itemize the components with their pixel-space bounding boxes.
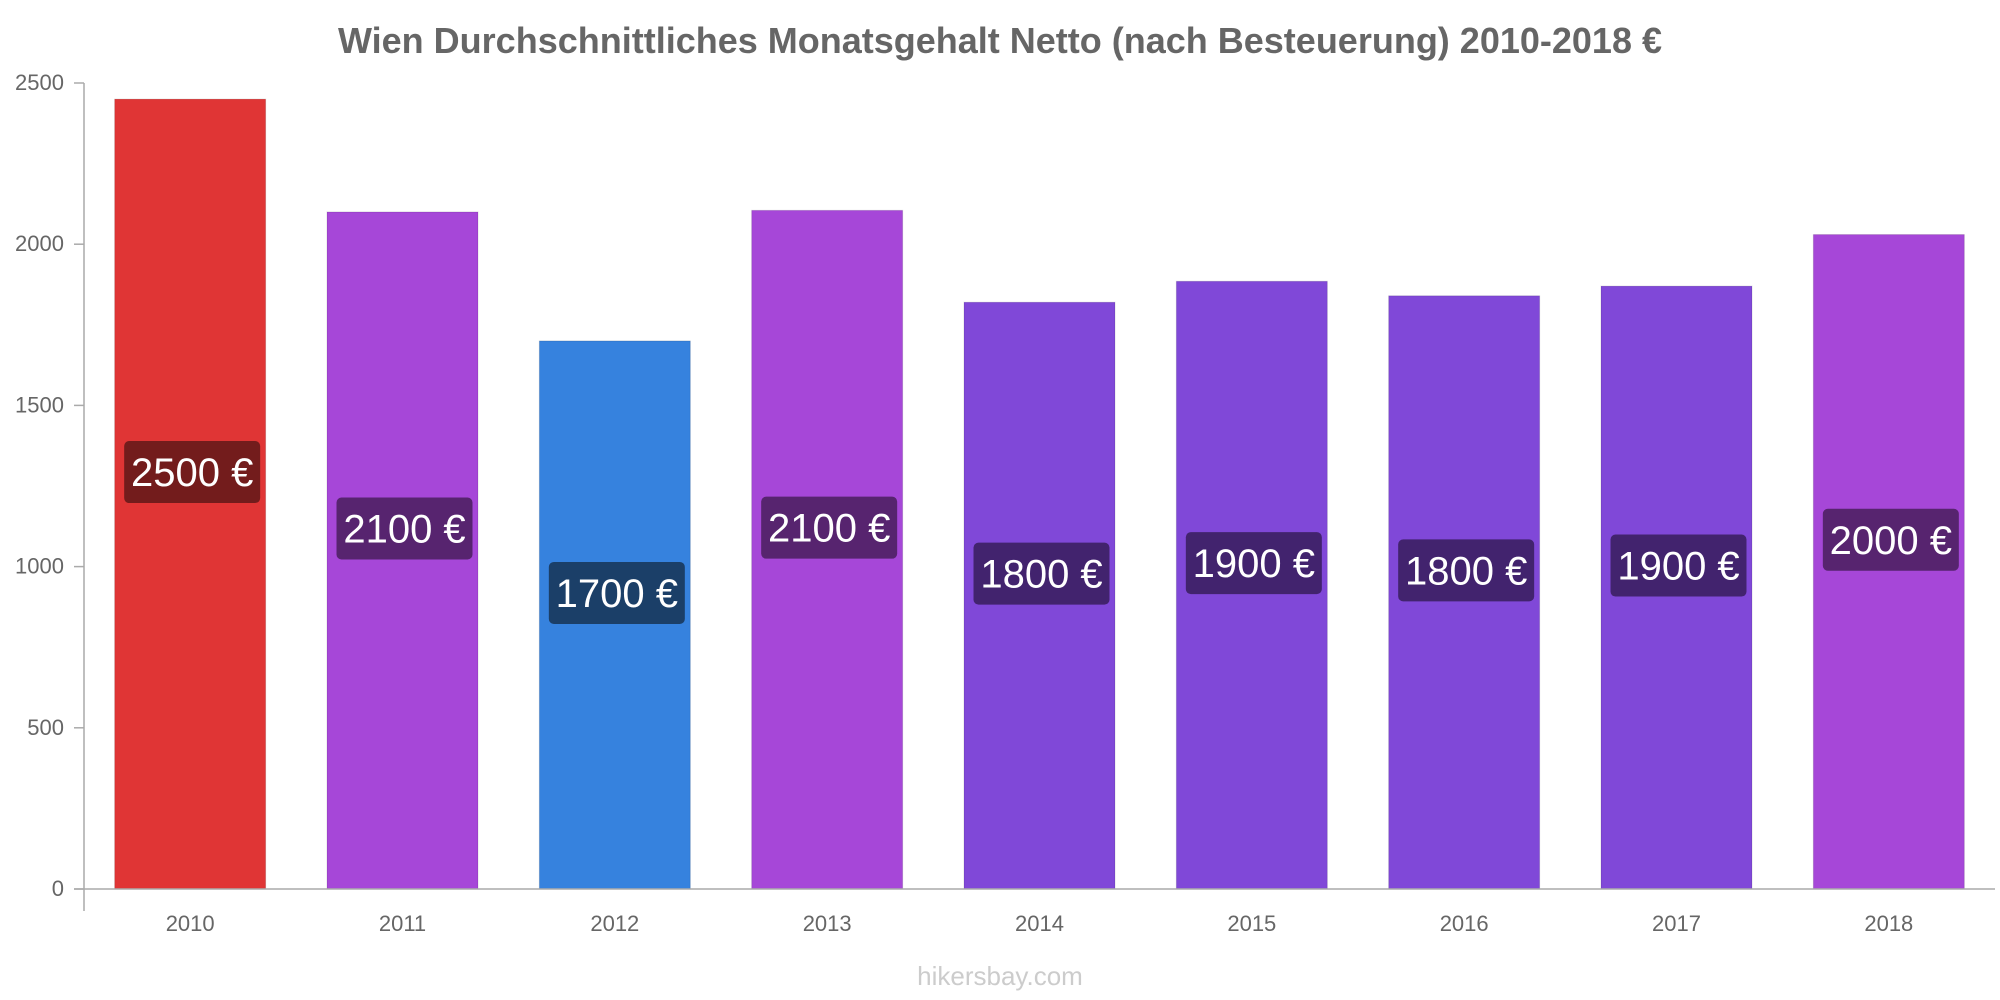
y-tick-label: 1500 — [15, 392, 64, 417]
x-tick-label: 2017 — [1652, 911, 1701, 936]
x-tick-label: 2013 — [803, 911, 852, 936]
x-tick-label: 2011 — [379, 911, 426, 936]
x-tick-label: 2018 — [1864, 911, 1913, 936]
data-label-box-2016 — [1398, 539, 1535, 602]
data-label-2017: 1900 € — [1617, 545, 1739, 589]
y-tick-label: 1000 — [15, 554, 64, 579]
data-label-box-2017 — [1610, 534, 1747, 597]
axis-layer: 2010 2011 2012 2013 2014 2015 2016 2017 2018 0 500… — [15, 70, 1995, 936]
data-label-2012: 1700 € — [556, 572, 678, 616]
y-tick-label: 0 — [52, 876, 64, 901]
chart-title: Wien Durchschnittliches Monatsgehalt Net… — [338, 20, 1662, 61]
data-label-box-2013 — [761, 496, 898, 559]
data-label-box-2012 — [548, 561, 685, 624]
watermark: hikersbay.com — [917, 961, 1083, 991]
data-label-box-2010 — [124, 441, 261, 504]
data-label-2011: 2100 € — [343, 507, 465, 551]
data-label-2018: 2000 € — [1830, 519, 1952, 563]
data-label-box-2014 — [973, 542, 1110, 605]
data-label-2015: 1900 € — [1193, 542, 1315, 586]
bars-layer: 2500 € 2100 € 1700 € 2100 € 1800 € 1900 € 1800… — [114, 98, 1965, 890]
data-label-2016: 1800 € — [1405, 549, 1527, 593]
x-tick-label: 2012 — [590, 911, 639, 936]
x-tick-label: 2015 — [1227, 911, 1276, 936]
data-label-box-2018 — [1822, 508, 1959, 571]
data-label-2013: 2100 € — [768, 507, 890, 551]
data-label-2010: 2500 € — [131, 451, 253, 495]
y-tick-label: 2500 — [15, 70, 64, 95]
x-tick-label: 2014 — [1015, 911, 1064, 936]
data-label-box-2015 — [1185, 532, 1322, 595]
x-tick-label: 2010 — [166, 911, 215, 936]
x-tick-label: 2016 — [1440, 911, 1489, 936]
data-label-box-2011 — [336, 497, 473, 560]
y-tick-label: 2000 — [15, 231, 64, 256]
y-tick-label: 500 — [27, 715, 64, 740]
data-label-2014: 1800 € — [980, 553, 1102, 597]
